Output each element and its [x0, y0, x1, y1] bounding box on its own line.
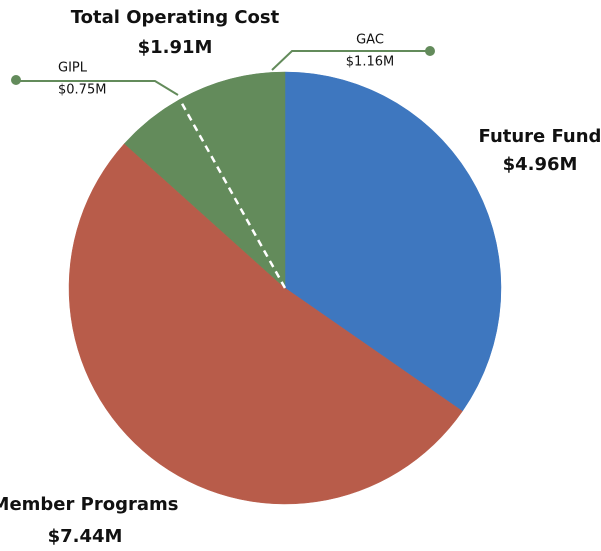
slice-label: Member Programs — [0, 494, 178, 515]
leader-dot — [425, 46, 435, 56]
slice-value-label: $4.96M — [503, 154, 578, 175]
slice-label: GIPL — [58, 61, 88, 76]
slice-value-label: $7.44M — [48, 526, 123, 547]
slice-label: GAC — [356, 33, 384, 48]
pie-slice — [179, 71, 286, 289]
pie-slice — [284, 71, 502, 412]
slice-label: Future Fund — [479, 126, 601, 147]
leader-dot — [11, 75, 21, 85]
group-title: Total Operating Cost — [71, 7, 280, 28]
pie-slice — [68, 143, 463, 505]
leader-line — [271, 50, 430, 71]
group-value: $1.91M — [138, 37, 213, 58]
leader-line — [16, 80, 179, 96]
slice-value-label: $1.16M — [346, 55, 394, 70]
slice-value-label: $0.75M — [58, 83, 106, 98]
slice-divider — [178, 98, 287, 289]
